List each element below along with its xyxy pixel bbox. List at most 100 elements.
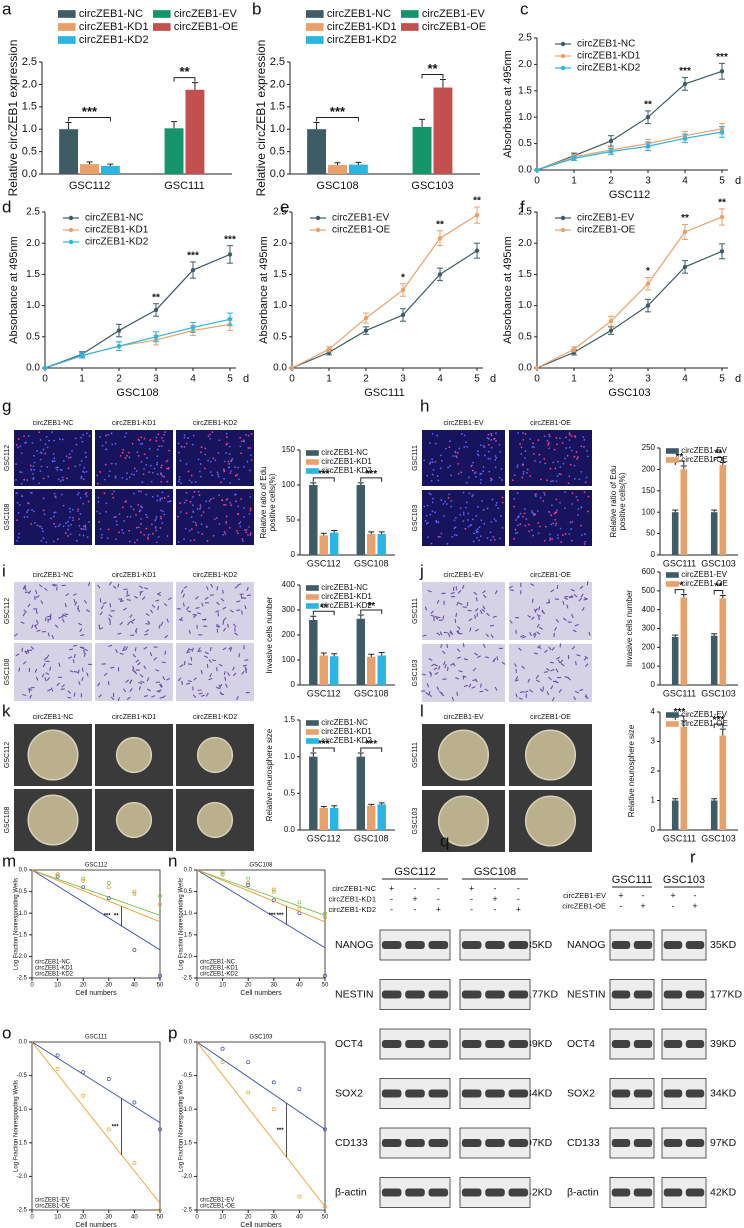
cell-nucleus xyxy=(128,476,131,479)
y-tick-label: 2.0 xyxy=(273,238,287,249)
invaded-cell xyxy=(26,649,30,654)
cell-nucleus xyxy=(166,480,169,483)
cell-nucleus xyxy=(29,464,32,467)
cell-nucleus xyxy=(125,454,128,457)
invaded-cell xyxy=(97,682,101,687)
invaded-cell xyxy=(584,655,589,660)
cell-nucleus xyxy=(487,457,490,460)
invaded-cell xyxy=(232,623,237,628)
panel-label: g xyxy=(2,396,11,415)
cell-nucleus xyxy=(114,442,117,445)
cell-nucleus xyxy=(121,529,124,531)
cell-nucleus xyxy=(514,532,517,535)
invaded-cell xyxy=(428,658,433,661)
cell-nucleus xyxy=(444,447,447,450)
invaded-cell xyxy=(457,590,462,594)
cell-nucleus xyxy=(177,442,180,445)
cell-nucleus xyxy=(534,493,537,496)
invaded-cell xyxy=(556,585,559,590)
cell-nucleus xyxy=(115,538,117,541)
cell-nucleus xyxy=(179,482,182,485)
invaded-cell xyxy=(204,651,209,655)
data-point xyxy=(271,1107,276,1112)
invaded-cell xyxy=(244,659,249,661)
cell-nucleus xyxy=(571,521,574,523)
legend-swatch xyxy=(666,721,679,727)
cell-nucleus xyxy=(226,498,229,500)
data-point xyxy=(323,911,327,916)
invaded-cell xyxy=(49,615,52,620)
y-tick-label: 2.0 xyxy=(270,78,285,90)
significance-bracket xyxy=(360,747,383,752)
y-tick-label: 2.0 xyxy=(518,238,532,249)
blot-band xyxy=(428,990,449,999)
cell-nucleus xyxy=(239,525,242,528)
x-axis-label: GSC103 xyxy=(608,387,650,399)
invaded-cell xyxy=(166,618,169,623)
cell-nucleus xyxy=(539,496,542,499)
cell-nucleus xyxy=(514,528,517,531)
invaded-cell xyxy=(455,612,458,618)
cell-nucleus xyxy=(125,478,128,481)
legend-swatch xyxy=(666,572,679,578)
invaded-cell xyxy=(131,668,136,673)
cell-nucleus xyxy=(476,536,479,539)
blot-band xyxy=(381,941,402,949)
invaded-cell xyxy=(200,670,203,675)
invaded-cell xyxy=(232,672,237,677)
cell-nucleus xyxy=(161,475,164,477)
bar xyxy=(671,800,679,830)
invaded-cell xyxy=(576,654,581,657)
invaded-cell xyxy=(197,612,202,615)
size-label: 35KD xyxy=(526,939,553,951)
cell-nucleus xyxy=(249,454,252,457)
invaded-cell xyxy=(83,599,87,604)
cell-nucleus xyxy=(240,440,243,443)
cell-nucleus xyxy=(483,454,486,457)
panel-label: a xyxy=(2,0,12,18)
legend-label: circZEB1-EV xyxy=(681,446,727,455)
data-point xyxy=(474,248,480,253)
cell-nucleus xyxy=(245,528,248,531)
cell-nucleus xyxy=(24,442,26,444)
cell-nucleus xyxy=(155,541,158,544)
y-tick-label: 0.0 xyxy=(273,363,287,374)
cell-nucleus xyxy=(555,436,558,439)
invaded-cell xyxy=(438,665,441,670)
cell-nucleus xyxy=(148,471,150,474)
y-tick-label: 0 xyxy=(651,825,656,834)
cell-nucleus xyxy=(199,506,202,509)
x-tick-label: 50 xyxy=(157,983,164,989)
cell-nucleus xyxy=(137,526,140,529)
y-tick-label: -2.5 xyxy=(182,1208,193,1214)
cell-nucleus xyxy=(489,477,492,480)
cell-nucleus xyxy=(467,525,470,528)
cell-nucleus xyxy=(520,453,523,455)
cell-nucleus xyxy=(475,475,477,478)
significance-bracket xyxy=(674,589,685,594)
panel-label: p xyxy=(168,1023,177,1042)
invaded-cell xyxy=(571,613,574,618)
cell-nucleus xyxy=(209,460,212,463)
invaded-cell xyxy=(86,672,89,677)
image-column-label: circZEB1-EV xyxy=(443,714,483,721)
invaded-cell xyxy=(482,590,486,594)
legend-swatch xyxy=(401,10,419,18)
cell-nucleus xyxy=(53,460,56,463)
cell-nucleus xyxy=(122,532,125,535)
cell-nucleus xyxy=(161,491,164,494)
invaded-cell xyxy=(581,607,585,612)
x-tick-label: GSC112 xyxy=(307,558,341,568)
protein-label: NESTIN xyxy=(335,988,374,1000)
cell-nucleus xyxy=(53,522,56,525)
cell-nucleus xyxy=(482,470,485,473)
invaded-cell xyxy=(139,591,142,596)
y-tick-label: 50 xyxy=(646,529,655,538)
cell-nucleus xyxy=(62,525,65,528)
invaded-cell xyxy=(468,618,473,622)
invaded-cell xyxy=(36,629,41,632)
invaded-cell xyxy=(430,663,435,667)
blot-band xyxy=(633,941,653,949)
invaded-cell xyxy=(234,632,239,636)
invaded-cell xyxy=(450,591,455,595)
